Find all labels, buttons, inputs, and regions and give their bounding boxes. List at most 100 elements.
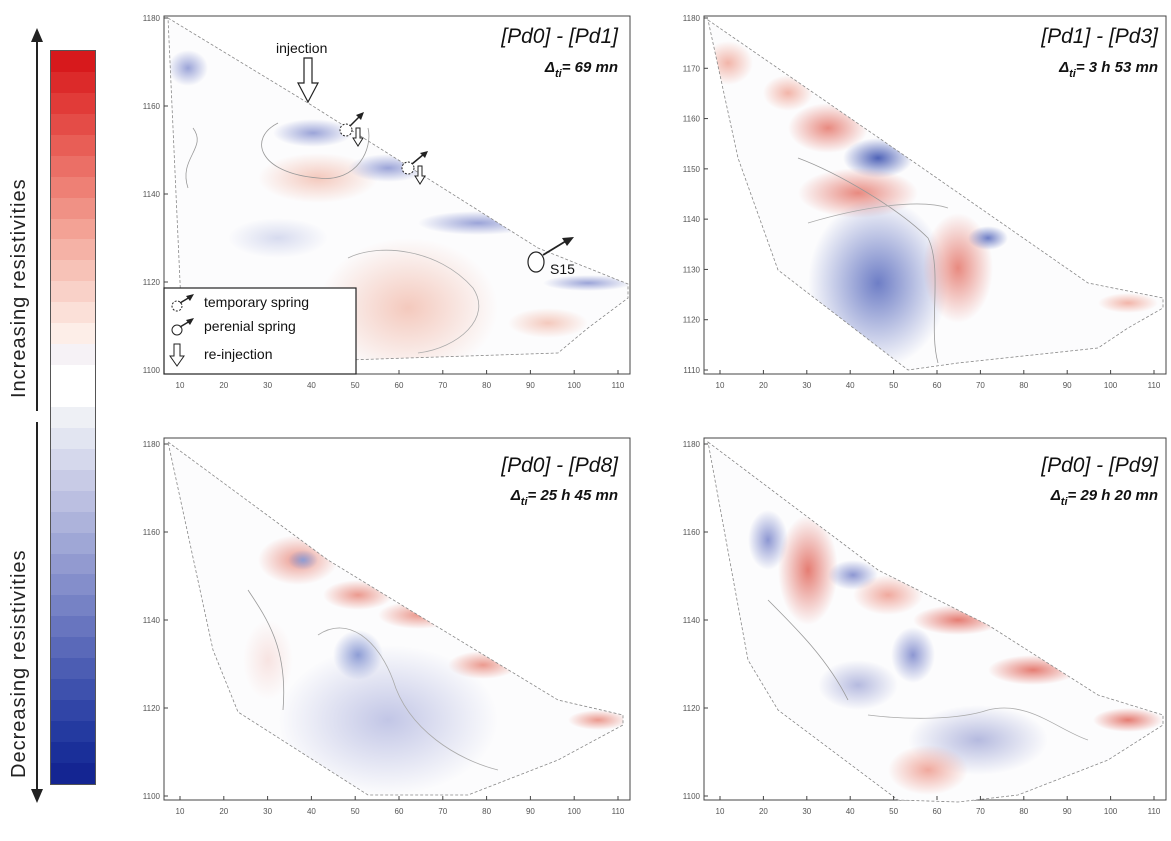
y-tick-label: 1140 <box>683 215 701 224</box>
x-tick-label: 80 <box>482 807 491 816</box>
x-tick-label: 90 <box>1063 381 1072 390</box>
y-tick-label: 1180 <box>143 440 161 449</box>
x-tick-label: 30 <box>802 381 811 390</box>
temporary-spring-icon <box>171 300 183 312</box>
y-tick-label: 1100 <box>683 792 701 801</box>
x-tick-label: 110 <box>612 807 625 816</box>
resistivity-colorbar <box>50 50 96 785</box>
y-axis-ticks-1: 1180 1160 1140 1120 1100 <box>143 14 168 375</box>
x-tick-label: 70 <box>438 381 447 390</box>
y-tick-label: 1160 <box>143 528 161 537</box>
panel-title: [Pd0] - [Pd1] <box>500 25 619 48</box>
delta-time: Δti= 25 h 45 mn <box>510 487 618 508</box>
y-tick-label: 1140 <box>143 616 161 625</box>
x-tick-label: 40 <box>846 381 855 390</box>
y-tick-label: 1160 <box>683 115 701 124</box>
colorbar-segment <box>51 51 95 72</box>
x-tick-label: 110 <box>612 381 625 390</box>
colorbar-segment <box>51 553 95 575</box>
colorbar-segment <box>51 532 95 554</box>
x-tick-label: 100 <box>568 381 582 390</box>
delta-time: Δti= 69 mn <box>544 59 618 80</box>
y-tick-label: 1180 <box>683 440 701 449</box>
colorbar-segment <box>51 406 95 428</box>
x-tick-label: 40 <box>307 381 316 390</box>
colorbar-segment <box>51 637 95 659</box>
x-tick-label: 20 <box>759 807 768 816</box>
colorbar-segment <box>51 762 95 784</box>
y-tick-label: 1110 <box>683 366 700 375</box>
colorbar-segment <box>51 302 95 324</box>
panel-title: [Pd1] - [Pd3] <box>1040 25 1159 48</box>
x-tick-label: 50 <box>889 381 898 390</box>
temporary-spring-icon <box>401 151 428 185</box>
colorbar-segment <box>51 679 95 701</box>
panel-title: [Pd0] - [Pd8] <box>500 454 619 477</box>
x-tick-label: 20 <box>219 381 228 390</box>
x-tick-label: 50 <box>889 807 898 816</box>
re-injection-icon <box>169 343 185 367</box>
y-tick-label: 1100 <box>143 792 161 801</box>
spring-label: S15 <box>550 261 575 277</box>
perennial-spring-s15-icon <box>527 237 574 273</box>
colorbar-segment <box>51 427 95 449</box>
x-tick-label: 60 <box>933 807 942 816</box>
y-tick-label: 1140 <box>683 616 701 625</box>
colorbar-segment <box>51 281 95 303</box>
x-tick-label: 10 <box>716 381 725 390</box>
x-axis-ticks-4: 10 20 30 40 50 60 70 80 90 100 110 <box>716 796 1161 816</box>
x-tick-label: 30 <box>263 381 272 390</box>
colorbar-segment <box>51 741 95 763</box>
y-tick-label: 1120 <box>143 704 161 713</box>
colorbar-segment <box>51 71 95 93</box>
delta-time: Δti= 29 h 20 mn <box>1050 487 1158 508</box>
colorbar-segment <box>51 92 95 114</box>
colorbar-segment <box>51 344 95 366</box>
colorbar-segment <box>51 239 95 261</box>
y-tick-label: 1160 <box>143 102 161 111</box>
y-tick-label: 1150 <box>683 165 701 174</box>
y-tick-label: 1180 <box>683 14 701 23</box>
x-tick-label: 40 <box>846 807 855 816</box>
colorbar-segment <box>51 134 95 156</box>
legend-temporary-spring: temporary spring <box>204 294 309 310</box>
colorbar-segment <box>51 616 95 638</box>
x-tick-label: 110 <box>1148 807 1161 816</box>
colorbar-segment <box>51 386 95 407</box>
y-tick-label: 1120 <box>143 278 161 287</box>
x-tick-label: 10 <box>176 807 185 816</box>
x-tick-label: 80 <box>482 381 491 390</box>
colorbar-segment <box>51 113 95 135</box>
colorbar-segment <box>51 260 95 282</box>
x-axis-ticks-2: 10 20 30 40 50 60 70 80 90 100 110 <box>716 370 1161 390</box>
colorbar-segment <box>51 176 95 198</box>
x-tick-label: 40 <box>307 807 316 816</box>
temporary-spring-icon <box>339 112 364 147</box>
panel-pd0-pd1: 1180 1160 1140 1120 1100 10 20 30 40 50 60 70 80 90 1… <box>143 14 631 390</box>
legend-re-injection: re-injection <box>204 346 272 362</box>
perennial-spring-icon <box>171 324 183 336</box>
colorbar-segment <box>51 218 95 240</box>
x-tick-label: 60 <box>933 381 942 390</box>
panel-title: [Pd0] - [Pd9] <box>1040 454 1159 477</box>
y-tick-label: 1120 <box>683 704 701 713</box>
y-tick-label: 1180 <box>143 14 161 23</box>
y-tick-label: 1170 <box>683 64 701 73</box>
x-tick-label: 90 <box>1063 807 1072 816</box>
colorbar-segment <box>51 658 95 680</box>
injection-label: injection <box>276 40 327 56</box>
x-tick-label: 50 <box>351 381 360 390</box>
x-tick-label: 50 <box>351 807 360 816</box>
x-tick-label: 70 <box>976 807 985 816</box>
x-tick-label: 80 <box>1019 381 1028 390</box>
x-tick-label: 100 <box>568 807 582 816</box>
x-tick-label: 30 <box>802 807 811 816</box>
colorbar-segment <box>51 574 95 596</box>
decreasing-resistivities-label: Decreasing resistivities <box>8 549 30 778</box>
injection-arrow-icon <box>297 57 319 104</box>
legend-box: temporary spring perenial spring re-inje… <box>163 287 357 375</box>
panel-pd1-pd3: 1180 1170 1160 1150 1140 1130 1120 1110 10 20 30 4… <box>683 14 1167 390</box>
colorbar-segment <box>51 700 95 721</box>
x-tick-label: 60 <box>395 807 404 816</box>
